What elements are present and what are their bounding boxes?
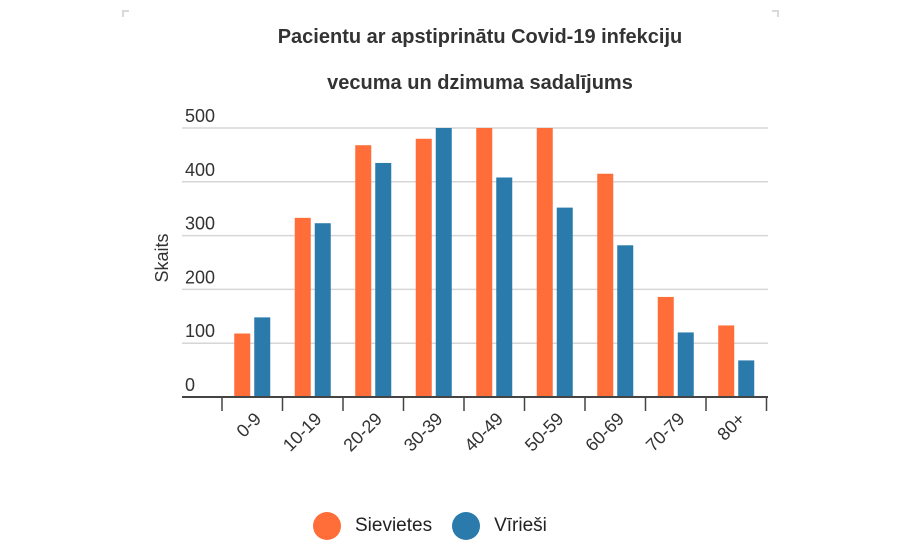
legend: Sievietes Vīrieši	[313, 512, 567, 540]
legend-swatch-virie	[452, 512, 481, 540]
bar-sievietes-40-49	[476, 128, 493, 397]
bar-sievietes-0-9	[234, 333, 251, 397]
chart-title-line-2: vecuma un dzimuma sadalījums	[327, 72, 633, 94]
bar-virie-70-79	[677, 332, 694, 397]
legend-swatch-sievietes	[313, 512, 341, 540]
bar-sievietes-30-39	[415, 138, 432, 397]
bar-sievietes-70-79	[657, 296, 674, 397]
bar-sievietes-80+	[718, 325, 735, 397]
legend-item-virie: Vīrieši	[452, 512, 547, 540]
x-tick-label: 10-19	[279, 409, 326, 456]
bar-virie-50-59	[556, 207, 573, 397]
y-axis-label: Skaits	[152, 233, 172, 282]
bar-sievietes-60-69	[597, 173, 614, 397]
bar-virie-30-39	[435, 128, 452, 397]
x-tick-label: 30-39	[400, 409, 447, 456]
x-tick-label: 20-29	[339, 409, 386, 456]
y-tick-label: 0	[185, 375, 195, 395]
y-tick-label: 500	[185, 106, 215, 126]
gridlines	[182, 127, 768, 344]
y-tick-label: 400	[185, 160, 215, 180]
bar-virie-20-29	[375, 162, 392, 397]
y-tick-label: 300	[185, 214, 215, 234]
bar-sievietes-50-59	[536, 128, 553, 397]
legend-item-sievietes: Sievietes	[313, 512, 432, 540]
x-tick-labels: 0-9 10-19 20-29 30-39 40-49 50-59 60-69 70-79 80…	[233, 409, 750, 456]
chart-frame-corner-right	[772, 10, 779, 17]
chart-title-line-1: Pacientu ar apstiprinātu Covid-19 infekc…	[277, 26, 683, 48]
x-tick-label: 80+	[713, 409, 749, 445]
x-tick-label: 0-9	[233, 409, 266, 442]
bar-virie-80+	[738, 360, 755, 397]
x-tick-label: 70-79	[642, 409, 689, 456]
bar-sievietes-20-29	[355, 145, 372, 397]
chart-frame-corner-left	[122, 10, 129, 17]
bar-virie-10-19	[314, 223, 331, 397]
bar-virie-40-49	[496, 177, 513, 397]
bar-sievietes-10-19	[294, 217, 311, 397]
y-tick-labels: 0 100 200 300 400 500	[185, 106, 215, 395]
bar-virie-0-9	[254, 317, 271, 397]
x-tick-label: 40-49	[460, 409, 507, 456]
bars	[234, 128, 755, 397]
legend-label-sievietes: Sievietes	[355, 515, 433, 536]
y-tick-label: 100	[185, 321, 215, 341]
bar-virie-60-69	[617, 245, 634, 397]
x-tick-label: 50-59	[521, 409, 568, 456]
y-tick-label: 200	[185, 267, 215, 287]
x-tick-label: 60-69	[581, 409, 628, 456]
legend-label-virie: Vīrieši	[494, 515, 547, 536]
x-axis	[182, 396, 768, 411]
